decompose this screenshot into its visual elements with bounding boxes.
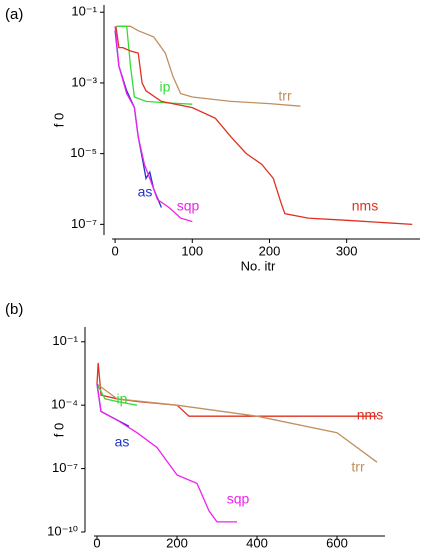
x-tick-label: 600 (326, 535, 348, 550)
y-tick-label: 10⁻¹⁰ (47, 523, 78, 538)
x-tick-label: 200 (259, 243, 281, 258)
x-tick-label: 200 (166, 535, 188, 550)
series-line (96, 383, 378, 463)
series-line (115, 26, 413, 226)
y-tick-label: 10⁻⁷ (52, 460, 78, 475)
series-label: trr (351, 459, 365, 475)
y-tick-label: 10⁻⁵ (70, 145, 97, 160)
series-label: sqp (177, 198, 200, 214)
x-tick-label: 0 (93, 535, 100, 550)
series-label: as (138, 184, 153, 200)
x-tick-label: 400 (246, 535, 268, 550)
x-tick-label: 0 (111, 243, 118, 258)
y-axis-label: f 0 (51, 113, 66, 127)
y-tick-label: 10⁻¹ (52, 333, 78, 348)
panel-label: (b) (5, 301, 23, 318)
series-label: as (115, 434, 130, 450)
x-tick-label: 300 (336, 243, 358, 258)
series-label: trr (278, 88, 292, 104)
x-axis-label: No. itr (241, 258, 276, 273)
y-axis-label: f 0 (51, 423, 66, 437)
series-label: sqp (227, 491, 250, 507)
series-label: ip (117, 391, 128, 407)
y-tick-label: 10⁻³ (71, 74, 97, 89)
y-tick-label: 10⁻¹ (71, 4, 97, 19)
series-line (96, 383, 138, 406)
series-label: nms (357, 407, 383, 423)
y-tick-label: 10⁻⁷ (71, 216, 97, 231)
series-line (96, 362, 377, 417)
series-label: ip (160, 79, 171, 95)
series-line (114, 26, 193, 223)
series-line (96, 383, 237, 523)
y-tick-label: 10⁻⁴ (51, 397, 78, 412)
panel-label: (a) (5, 6, 23, 23)
series-line (116, 25, 301, 107)
series-label: nms (352, 198, 378, 214)
x-tick-label: 100 (181, 243, 203, 258)
